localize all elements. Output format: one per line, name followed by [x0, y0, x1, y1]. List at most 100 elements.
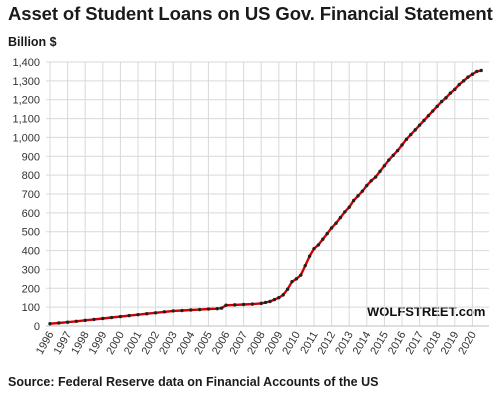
y-tick-label: 500 — [22, 227, 40, 239]
data-point — [422, 118, 426, 123]
data-point — [74, 319, 79, 323]
data-point — [409, 132, 413, 137]
y-axis-tick-labels: 0 100 200 300 400 500 600 700 800 900 1,000 1,100 1,… — [12, 57, 40, 333]
x-axis-tick-labels: 1996199719981999200020012002200320042005… — [34, 330, 479, 357]
x-tick-label: 2010 — [280, 330, 303, 357]
data-point — [470, 72, 475, 76]
y-tick-label: 600 — [22, 208, 40, 220]
watermark-text: WOLFSTREET.com — [367, 304, 486, 319]
data-point — [378, 169, 382, 174]
y-tick-label: 100 — [22, 302, 40, 314]
data-point — [413, 128, 417, 132]
data-point — [162, 310, 167, 314]
data-point — [321, 237, 325, 241]
data-point — [448, 91, 453, 95]
grid-lines — [46, 61, 489, 327]
data-point — [250, 302, 255, 306]
data-point — [426, 114, 431, 118]
data-point — [127, 313, 131, 318]
source-note: Source: Federal Reserve data on Financia… — [8, 375, 379, 389]
data-point — [475, 69, 479, 74]
data-point — [197, 307, 202, 312]
data-point — [303, 263, 307, 268]
y-axis-unit-label: Billion $ — [8, 35, 57, 49]
data-point — [404, 137, 409, 142]
data-point — [356, 194, 360, 198]
data-point — [347, 205, 351, 209]
y-tick-label: 1,000 — [12, 132, 40, 144]
data-point — [334, 221, 338, 225]
data-point — [48, 322, 52, 326]
data-point — [457, 82, 461, 87]
data-point — [277, 296, 281, 300]
data-point — [299, 273, 303, 277]
data-point — [365, 183, 369, 188]
data-point — [382, 164, 387, 168]
data-point — [268, 299, 272, 304]
data-point — [417, 123, 422, 127]
data-point — [435, 104, 439, 109]
data-point — [338, 215, 343, 220]
data-point — [259, 301, 263, 306]
data-point — [307, 254, 312, 258]
data-point — [387, 158, 391, 162]
data-point — [294, 277, 299, 281]
data-point — [219, 306, 224, 310]
data-point — [329, 226, 334, 230]
data-point — [83, 318, 87, 323]
data-point — [109, 315, 114, 320]
y-tick-label: 1,200 — [12, 95, 40, 107]
data-point — [65, 320, 70, 324]
data-point — [153, 311, 158, 315]
data-point — [263, 300, 268, 305]
data-point — [439, 99, 444, 104]
data-point — [316, 243, 321, 247]
data-point — [395, 148, 400, 153]
chart-title: Asset of Student Loans on US Gov. Financ… — [8, 3, 493, 24]
data-point — [290, 279, 294, 284]
y-tick-label: 300 — [22, 264, 40, 276]
y-tick-label: 0 — [34, 321, 40, 333]
data-point — [180, 308, 184, 313]
data-point — [57, 321, 61, 325]
y-tick-label: 1,400 — [12, 57, 40, 69]
data-point — [351, 198, 356, 203]
data-point — [466, 75, 470, 79]
y-tick-label: 900 — [22, 151, 40, 163]
y-tick-label: 700 — [22, 189, 40, 201]
data-point — [206, 307, 211, 311]
data-point — [233, 303, 237, 307]
data-point — [224, 303, 228, 307]
y-tick-label: 1,100 — [12, 114, 40, 126]
data-point — [479, 68, 483, 73]
x-tick-label: 2020 — [456, 330, 479, 357]
data-point — [272, 297, 277, 302]
data-point — [145, 312, 149, 316]
data-point — [241, 302, 246, 307]
data-point — [118, 314, 123, 319]
data-point — [453, 87, 457, 92]
series-line — [49, 69, 482, 325]
data-point — [444, 96, 448, 100]
data-point — [189, 308, 193, 312]
data-point — [171, 309, 175, 313]
data-point — [281, 293, 285, 297]
data-point — [373, 175, 378, 179]
y-tick-label: 1,300 — [12, 76, 40, 88]
plot-area — [48, 68, 483, 326]
data-point — [360, 189, 365, 193]
data-point — [325, 231, 329, 236]
data-point — [431, 109, 435, 113]
data-point — [101, 316, 105, 321]
data-point — [92, 317, 96, 322]
data-point — [312, 246, 316, 251]
y-tick-label: 200 — [22, 283, 40, 295]
data-point — [343, 210, 347, 214]
data-point — [461, 79, 466, 83]
data-point — [285, 287, 290, 291]
data-point — [400, 143, 404, 147]
data-point — [215, 306, 219, 311]
y-tick-label: 800 — [22, 170, 40, 182]
y-tick-label: 400 — [22, 246, 40, 258]
